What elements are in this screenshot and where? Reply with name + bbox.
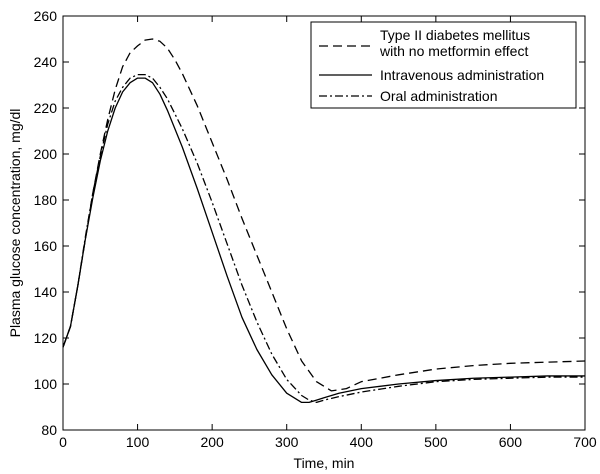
x-tick-label: 0 xyxy=(59,434,67,450)
x-tick-label: 600 xyxy=(499,434,523,450)
legend-label: Intravenous administration xyxy=(380,67,544,83)
y-tick-label: 140 xyxy=(34,284,58,300)
y-tick-label: 240 xyxy=(34,54,58,70)
tick-label-layer: 0 100 200 300 400 500 600 700 80 100 120 140 160 180 2… xyxy=(34,8,597,450)
legend-label: Type II diabetes mellitus xyxy=(380,27,530,43)
y-tick-label: 160 xyxy=(34,238,58,254)
x-tick-label: 300 xyxy=(275,434,299,450)
x-tick-label: 500 xyxy=(424,434,448,450)
series-layer xyxy=(62,38,586,404)
y-tick-label: 200 xyxy=(34,146,58,162)
series-line-dashdot xyxy=(62,74,585,404)
y-tick-label: 100 xyxy=(34,376,58,392)
plot-frame xyxy=(62,15,586,431)
x-tick-label: 700 xyxy=(573,434,597,450)
legend-box xyxy=(310,21,577,109)
x-tick-label: 200 xyxy=(200,434,224,450)
tick-layer xyxy=(62,15,586,431)
legend-label: with no metformin effect xyxy=(379,43,528,59)
x-tick-label: 400 xyxy=(350,434,374,450)
series-line-dashed xyxy=(62,38,586,392)
legend-label: Oral administration xyxy=(380,88,498,104)
x-axis-label: Time, min xyxy=(294,455,355,471)
y-axis-label: Plasma glucose concentration, mg/dl xyxy=(7,109,23,338)
x-tick-label: 100 xyxy=(126,434,150,450)
y-tick-label: 220 xyxy=(34,100,58,116)
series-line-solid xyxy=(62,77,585,404)
y-tick-label: 80 xyxy=(41,422,57,438)
y-tick-label: 180 xyxy=(34,192,58,208)
y-tick-label: 260 xyxy=(34,8,58,24)
y-tick-label: 120 xyxy=(34,330,58,346)
